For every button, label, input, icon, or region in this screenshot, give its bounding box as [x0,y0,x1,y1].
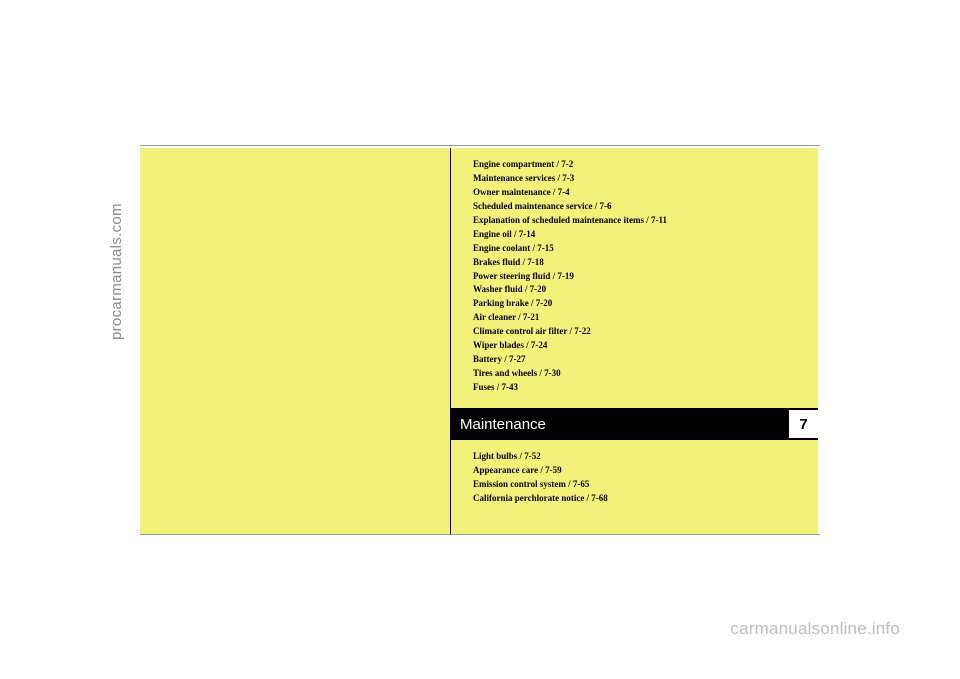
toc-top-panel: Engine compartment / 7-2 Maintenance ser… [450,148,818,408]
toc-item: Battery / 7-27 [473,353,818,367]
toc-item: Power steering fluid / 7-19 [473,270,818,284]
toc-item: Tires and wheels / 7-30 [473,367,818,381]
toc-item: Appearance care / 7-59 [473,464,818,478]
toc-item: Emission control system / 7-65 [473,478,818,492]
toc-item: Light bulbs / 7-52 [473,450,818,464]
toc-item: California perchlorate notice / 7-68 [473,492,818,506]
toc-item: Scheduled maintenance service / 7-6 [473,200,818,214]
toc-item: Engine compartment / 7-2 [473,158,818,172]
section-title-bar: Maintenance 7 [450,408,818,440]
toc-item: Maintenance services / 7-3 [473,172,818,186]
page-frame: Engine compartment / 7-2 Maintenance ser… [140,145,820,535]
toc-item: Fuses / 7-43 [473,381,818,395]
toc-item: Climate control air filter / 7-22 [473,325,818,339]
watermark-bottom: carmanualsonline.info [730,619,900,639]
toc-item: Wiper blades / 7-24 [473,339,818,353]
toc-item: Parking brake / 7-20 [473,297,818,311]
toc-item: Explanation of scheduled maintenance ite… [473,214,818,228]
left-panel [140,148,446,534]
toc-item: Engine coolant / 7-15 [473,242,818,256]
toc-top-list: Engine compartment / 7-2 Maintenance ser… [451,148,818,395]
toc-item: Air cleaner / 7-21 [473,311,818,325]
toc-item: Owner maintenance / 7-4 [473,186,818,200]
content-box: Engine compartment / 7-2 Maintenance ser… [140,148,818,534]
toc-bottom-panel: Light bulbs / 7-52 Appearance care / 7-5… [450,440,818,534]
toc-item: Washer fluid / 7-20 [473,283,818,297]
section-number: 7 [788,410,818,438]
watermark-left: procarmanuals.com [108,203,125,340]
toc-item: Engine oil / 7-14 [473,228,818,242]
toc-item: Brakes fluid / 7-18 [473,256,818,270]
toc-bottom-list: Light bulbs / 7-52 Appearance care / 7-5… [451,440,818,506]
section-title: Maintenance [450,410,788,438]
